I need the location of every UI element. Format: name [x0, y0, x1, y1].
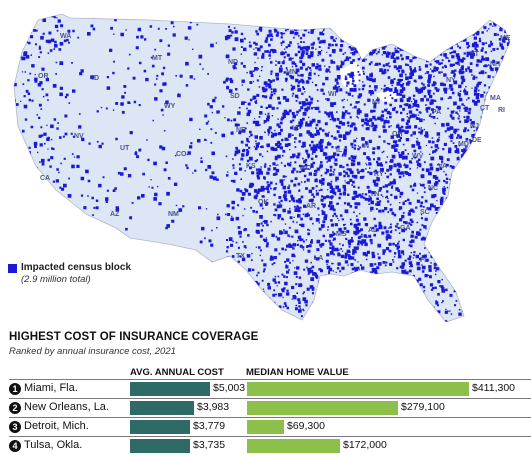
home-value: $172,000: [343, 439, 387, 451]
state-label-va: VA: [438, 163, 447, 170]
legend-subtitle: (2.9 million total): [21, 274, 91, 285]
home-value: $411,300: [472, 382, 516, 394]
table-subtitle: Ranked by annual insurance cost, 2021: [9, 346, 176, 357]
cost-value: $3,735: [193, 439, 226, 451]
state-label-wy: WY: [164, 103, 176, 110]
state-label-ky: KY: [374, 171, 384, 178]
state-label-wv: WV: [412, 153, 424, 160]
state-label-ar: AR: [306, 203, 316, 210]
state-label-ma: MA: [490, 95, 501, 102]
state-label-de: DE: [472, 137, 482, 144]
cost-value: $5,003: [213, 382, 246, 394]
table-divider: [9, 417, 531, 418]
table-row: 2 New Orleans, La. $3,983 $279,100: [9, 399, 531, 417]
state-label-nm: NM: [168, 211, 179, 218]
cost-bar: [130, 420, 190, 434]
state-label-ia: IA: [292, 125, 299, 132]
table-row: 1 Miami, Fla. $5,003 $411,300: [9, 380, 531, 398]
table-divider: [9, 436, 531, 437]
state-label-mn: MN: [286, 69, 297, 76]
city-name: Tulsa, Okla.: [24, 439, 83, 451]
state-label-nh: NH: [490, 61, 500, 68]
table-divider: [9, 379, 531, 380]
city-name: New Orleans, La.: [24, 401, 109, 413]
state-label-mo: MO: [300, 165, 312, 172]
cost-value: $3,779: [193, 420, 226, 432]
state-label-ny: NY: [446, 77, 456, 84]
state-label-id: ID: [92, 75, 99, 82]
cost-bar: [130, 439, 190, 453]
city-name: Detroit, Mich.: [24, 420, 89, 432]
home-value: $69,300: [287, 420, 325, 432]
state-label-or: OR: [38, 73, 49, 80]
home-value-bar: [247, 420, 284, 434]
state-label-vt: VT: [470, 51, 480, 58]
state-label-md: MD: [458, 141, 469, 148]
column-header-home: MEDIAN HOME VALUE: [246, 367, 349, 378]
table-divider: [9, 398, 531, 399]
state-label-ct: CT: [480, 105, 490, 112]
state-label-al: AL: [368, 227, 378, 234]
home-value-bar: [247, 401, 398, 415]
state-label-ut: UT: [120, 145, 130, 152]
state-label-oh: OH: [392, 131, 403, 138]
state-label-mi: MI: [372, 99, 380, 106]
home-value-bar: [247, 382, 469, 396]
state-label-nd: ND: [228, 59, 238, 66]
state-label-la: LA: [314, 255, 323, 262]
column-header-cost: AVG. ANNUAL COST: [130, 367, 224, 378]
state-label-me: ME: [500, 35, 511, 42]
state-label-in: IN: [362, 143, 369, 150]
legend-title: Impacted census block: [21, 262, 132, 273]
legend-swatch: [8, 264, 17, 273]
city-name: Miami, Fla.: [24, 382, 78, 394]
cost-bar: [130, 382, 210, 396]
rank-badge: 2: [9, 402, 21, 414]
census-block-dots: [14, 14, 510, 322]
state-label-tn: TN: [370, 191, 379, 198]
state-label-tx: TX: [236, 253, 245, 260]
table-row: 3 Detroit, Mich. $3,779 $69,300: [9, 418, 531, 436]
state-label-wa: WA: [60, 33, 71, 40]
state-label-az: AZ: [110, 211, 120, 218]
state-label-co: CO: [176, 151, 187, 158]
state-label-ok: OK: [258, 199, 269, 206]
great-lakes: [340, 62, 400, 104]
table-row: 4 Tulsa, Okla. $3,735 $172,000: [9, 437, 531, 455]
state-label-mt: MT: [152, 55, 163, 62]
state-label-nc: NC: [428, 185, 438, 192]
state-label-ms: MS: [336, 231, 347, 238]
state-label-ks: KS: [246, 163, 256, 170]
state-label-wi: WI: [328, 91, 337, 98]
impacted-census-blocks: [14, 14, 510, 322]
state-label-nv: NV: [74, 133, 84, 140]
state-label-ca: CA: [40, 175, 50, 182]
state-label-sc: SC: [420, 209, 430, 216]
cost-value: $3,983: [197, 401, 230, 413]
home-value-bar: [247, 439, 340, 453]
rank-badge: 3: [9, 421, 21, 433]
state-label-ne: NE: [236, 127, 246, 134]
table-title: HIGHEST COST OF INSURANCE COVERAGE: [9, 331, 259, 343]
state-label-il: IL: [336, 147, 343, 154]
home-value: $279,100: [401, 401, 445, 413]
rank-badge: 1: [9, 383, 21, 395]
state-label-ga: GA: [400, 225, 411, 232]
state-label-pa: PA: [432, 109, 441, 116]
state-label-nj: NJ: [470, 123, 479, 130]
state-label-sd: SD: [230, 93, 240, 100]
state-label-fl: FL: [420, 257, 429, 264]
state-label-ri: RI: [498, 107, 505, 114]
cost-bar: [130, 401, 194, 415]
